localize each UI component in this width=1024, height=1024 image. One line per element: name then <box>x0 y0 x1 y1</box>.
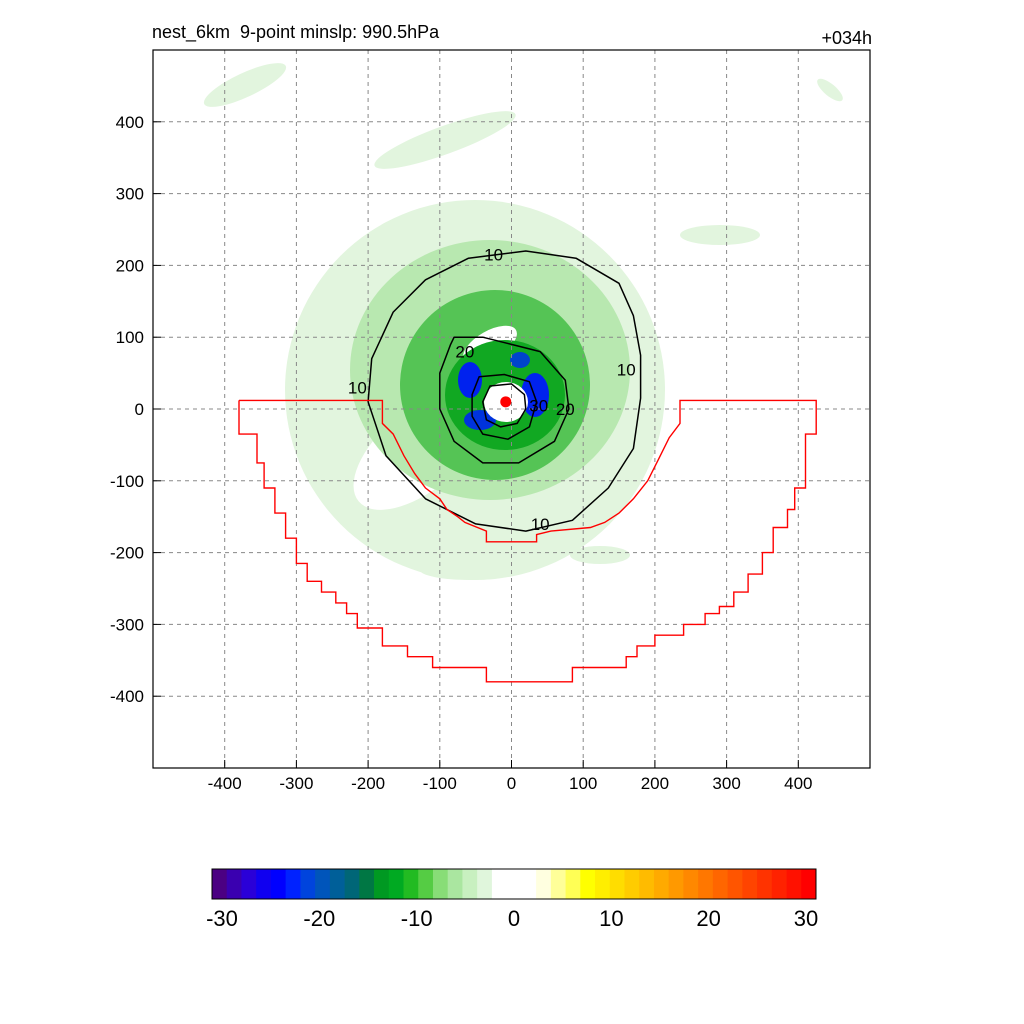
contour-label: 10 <box>531 515 550 534</box>
y-tick-label: 300 <box>116 185 144 204</box>
y-axis: 400 300 200 100 0 -100 -200 -300 -400 <box>110 113 161 706</box>
contour-lines: 10 10 10 10 20 20 30 <box>348 246 642 534</box>
colorbar-swatch <box>270 869 287 899</box>
core-blue-ring-b <box>521 373 549 417</box>
colorbar-tick-label: 30 <box>794 906 818 931</box>
colorbar-swatch <box>462 869 478 899</box>
colorbar-tick-label: -20 <box>303 906 335 931</box>
x-tick-label: 400 <box>784 774 812 793</box>
y-tick-label: -100 <box>110 472 144 491</box>
x-tick-label: -200 <box>351 774 385 793</box>
core-blue-ring-d <box>510 352 530 368</box>
y-tick-label: 200 <box>116 256 144 275</box>
colorbar-swatch <box>344 869 360 899</box>
contour-label: 10 <box>617 361 636 380</box>
colorbar-frame <box>211 868 817 900</box>
outer-band-nw <box>203 63 287 107</box>
y-tick-label: -300 <box>110 615 144 634</box>
colorbar-swatch <box>388 869 404 899</box>
storm-center-marker <box>500 396 512 408</box>
colorbar-swatch <box>683 869 699 899</box>
contour-label: 20 <box>556 400 575 419</box>
contour-line-40 <box>482 383 527 428</box>
contour-label: 10 <box>348 378 367 397</box>
outer-band-sw2 <box>570 546 630 564</box>
colorbar-swatch <box>300 869 316 899</box>
colorbar-swatch <box>550 869 566 899</box>
contour-label: 20 <box>455 343 474 362</box>
colorbar-swatch <box>536 869 552 899</box>
storm-center-layer <box>500 396 512 408</box>
colorbar-swatch <box>624 869 640 899</box>
outer-band-ne <box>374 111 516 169</box>
colorbar-swatch <box>757 869 773 899</box>
colorbar-swatch <box>639 869 655 899</box>
colorbar-swatch <box>609 869 625 899</box>
x-tick-label: -400 <box>208 774 242 793</box>
colorbar-tick-label: 20 <box>696 906 720 931</box>
contour-line-30 <box>471 373 538 440</box>
plot-title: nest_6km 9-point minslp: 990.5hPa <box>152 22 440 42</box>
colorbar-swatch <box>742 869 758 899</box>
colorbar-swatch <box>580 869 596 899</box>
colorbar-swatch <box>801 869 817 899</box>
x-tick-label: 100 <box>569 774 597 793</box>
colorbar-swatch <box>771 869 787 899</box>
colorbar-swatch <box>668 869 684 899</box>
x-tick-label: -300 <box>279 774 313 793</box>
colorbar-swatch <box>447 869 463 899</box>
colorbar-swatch <box>359 869 375 899</box>
x-tick-label: 200 <box>641 774 669 793</box>
x-tick-label: 300 <box>712 774 740 793</box>
colorbar-swatch <box>256 869 272 899</box>
contour-line-10 <box>367 250 642 532</box>
colorbar-swatch <box>521 869 537 899</box>
colorbar-swatch <box>727 869 743 899</box>
colorbar: -30 -20 -10 0 10 20 30 <box>206 868 818 931</box>
y-tick-label: 400 <box>116 113 144 132</box>
x-axis: -400 -300 -200 -100 0 100 200 300 400 <box>208 760 812 793</box>
colorbar-swatch <box>374 869 390 899</box>
colorbar-swatch <box>432 869 449 899</box>
domain-boundary-line <box>238 399 817 683</box>
outer-band-e <box>680 225 760 245</box>
colorbar-swatch <box>595 869 611 899</box>
colorbar-swatch <box>403 869 419 899</box>
y-tick-label: 0 <box>135 400 144 419</box>
colorbar-tick-label: -10 <box>401 906 433 931</box>
colorbar-swatch <box>241 869 257 899</box>
colorbar-swatch <box>329 869 345 899</box>
colorbar-swatch <box>565 869 581 899</box>
colorbar-swatch <box>698 869 714 899</box>
colorbar-tick-label: -30 <box>206 906 238 931</box>
y-tick-label: 100 <box>116 328 144 347</box>
x-tick-label: 0 <box>507 774 516 793</box>
colorbar-swatch <box>712 869 729 899</box>
colorbar-swatch <box>212 869 228 899</box>
y-tick-label: -200 <box>110 544 144 563</box>
colorbar-swatch <box>226 869 242 899</box>
colorbar-swatch <box>506 869 522 899</box>
contour-label: 10 <box>484 246 503 265</box>
forecast-hour-label: +034h <box>821 28 872 48</box>
colorbar-tick-label: 10 <box>599 906 623 931</box>
outer-band-sw <box>420 560 520 580</box>
colorbar-swatch <box>315 869 331 899</box>
contour-line-20 <box>439 336 570 464</box>
colorbar-swatch <box>491 869 508 899</box>
colorbar-swatch <box>418 869 434 899</box>
domain-boundary <box>238 399 817 683</box>
core-blue-ring-a <box>458 362 482 398</box>
colorbar-swatch <box>653 869 670 899</box>
y-tick-label: -400 <box>110 687 144 706</box>
contour-label: 30 <box>529 396 548 415</box>
colorbar-tick-label: 0 <box>508 906 520 931</box>
colorbar-swatch <box>477 869 493 899</box>
outer-band-ne2 <box>817 78 843 102</box>
colorbar-swatch <box>786 869 802 899</box>
x-tick-label: -100 <box>423 774 457 793</box>
colorbar-swatch <box>285 869 301 899</box>
